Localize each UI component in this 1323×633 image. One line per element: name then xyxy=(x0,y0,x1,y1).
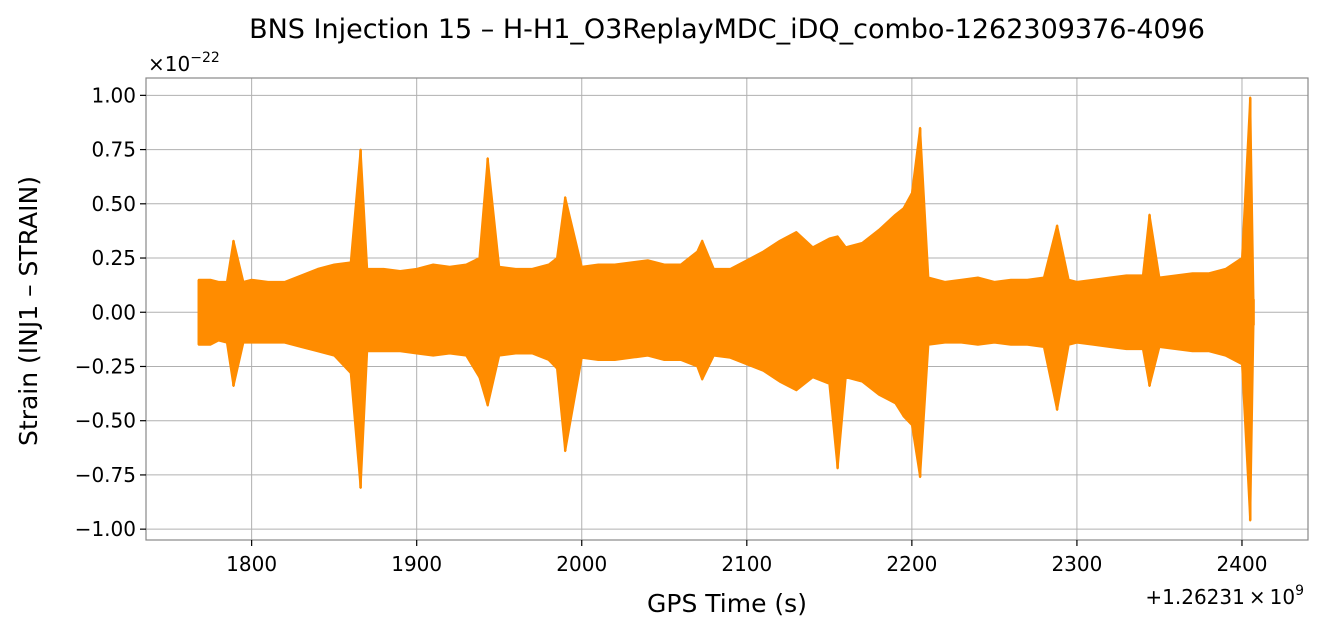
y-tick-label: −0.50 xyxy=(75,409,136,433)
strain-envelope xyxy=(197,96,1255,522)
data-layer xyxy=(197,96,1255,522)
y-multiplier-exponent: −22 xyxy=(190,50,220,66)
x-offset-label: +1.26231 × 109 xyxy=(1145,583,1304,609)
x-tick-label: 2200 xyxy=(886,552,937,576)
chart-title: BNS Injection 15 – H-H1_O3ReplayMDC_iDQ_… xyxy=(249,14,1205,45)
y-tick-label: −0.75 xyxy=(75,463,136,487)
y-multiplier-label: ×10−22 xyxy=(148,50,220,76)
x-offset-times: × xyxy=(1249,585,1266,609)
y-tick-label: 0.25 xyxy=(91,246,136,270)
x-offset-base: 10 xyxy=(1270,585,1295,609)
x-tick-label: 2400 xyxy=(1217,552,1268,576)
y-tick-label: 0.50 xyxy=(91,192,136,216)
x-tick-label: 2100 xyxy=(721,552,772,576)
y-tick-label: 0.00 xyxy=(91,300,136,324)
y-tick-label: 1.00 xyxy=(91,83,136,107)
x-tick-label: 2000 xyxy=(556,552,607,576)
x-tick-label: 1800 xyxy=(226,552,277,576)
y-multiplier-prefix: ×10 xyxy=(148,52,190,76)
x-tick-label: 1900 xyxy=(391,552,442,576)
tick-layer: 1800 1900 2000 2100 2200 2300 2400 1.00 0.75 0.50… xyxy=(75,83,1268,576)
x-offset-prefix: +1.26231 xyxy=(1145,585,1244,609)
y-tick-label: −0.25 xyxy=(75,354,136,378)
y-axis-label: Strain (INJ1 – STRAIN) xyxy=(14,176,43,446)
x-axis-label: GPS Time (s) xyxy=(647,589,807,618)
x-offset-exponent: 9 xyxy=(1295,583,1304,599)
x-tick-label: 2300 xyxy=(1051,552,1102,576)
plot-frame xyxy=(145,77,1309,541)
y-tick-label: 0.75 xyxy=(91,138,136,162)
y-tick-label: −1.00 xyxy=(75,517,136,541)
